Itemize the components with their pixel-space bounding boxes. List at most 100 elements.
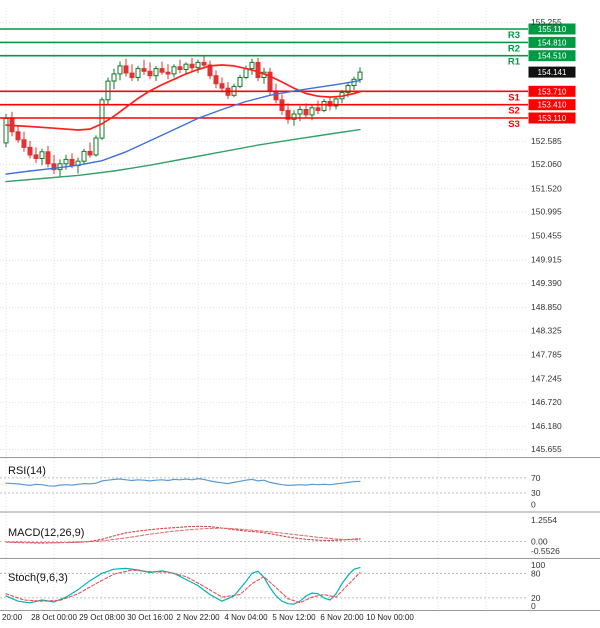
candle xyxy=(123,65,129,74)
candle xyxy=(15,131,21,141)
pivot-price-box-label: 153.410 xyxy=(538,101,567,110)
panel-separators xyxy=(0,457,600,611)
time-label: 20:00 xyxy=(2,613,23,622)
indicator-axis-label: 20 xyxy=(531,593,541,603)
candle xyxy=(303,109,309,116)
rsi-panel-title: RSI(14) xyxy=(8,465,46,477)
candle xyxy=(243,68,249,78)
pivot-price-box xyxy=(528,99,576,111)
pivot-label: S2 xyxy=(508,106,520,117)
price-tick-label: 147.785 xyxy=(531,350,562,360)
price-tick-label: 152.585 xyxy=(531,136,562,146)
price-tick-label: 152.060 xyxy=(531,159,562,169)
candle xyxy=(297,109,303,115)
pivot-lines-layer: R3 R2 R1 S1 S2 S3 xyxy=(0,28,528,130)
price-tick-label: 146.720 xyxy=(531,397,562,407)
pivot-label: S1 xyxy=(508,92,520,103)
candle xyxy=(135,68,141,78)
stoch-panel-title: Stoch(9,6,3) xyxy=(8,572,68,584)
candle xyxy=(357,71,363,80)
macd-panel-title: MACD(12,26,9) xyxy=(8,527,84,539)
pivot-price-box-label: 153.110 xyxy=(538,114,567,123)
candle xyxy=(51,163,57,171)
moving-averages xyxy=(5,64,361,183)
candle xyxy=(87,150,93,156)
price-tick-label: 150.995 xyxy=(531,207,562,217)
pivot-label: R2 xyxy=(508,43,520,54)
indicator-axis-label: 80 xyxy=(531,568,541,578)
candle xyxy=(255,61,261,79)
price-tick-label: 150.455 xyxy=(531,231,562,241)
pivot-label: R3 xyxy=(508,30,520,41)
price-tick-label: 149.390 xyxy=(531,278,562,288)
pivot-price-box xyxy=(528,23,576,35)
pivot-price-box-label: 154.510 xyxy=(538,52,567,61)
candle xyxy=(105,80,111,101)
candle xyxy=(189,63,195,69)
candle xyxy=(129,72,135,78)
candle xyxy=(249,61,255,70)
indicator-axis-label: 0 xyxy=(531,601,536,611)
candle xyxy=(309,107,315,116)
candle xyxy=(327,101,333,107)
price-tick-label: 146.180 xyxy=(531,421,562,431)
candle xyxy=(33,154,39,159)
candle xyxy=(141,68,147,72)
candle xyxy=(321,101,327,111)
pivot-price-box xyxy=(528,50,576,62)
candle xyxy=(27,146,33,156)
pivot-price-box xyxy=(528,85,576,97)
candle xyxy=(195,61,201,69)
ma-slow-line xyxy=(5,128,361,183)
rsi-line xyxy=(5,478,361,487)
grid-layer xyxy=(0,8,528,609)
candle xyxy=(111,73,117,82)
stoch-d-line xyxy=(5,569,361,604)
candle xyxy=(207,64,213,77)
pivot-label: R1 xyxy=(508,57,521,68)
candle xyxy=(201,61,207,66)
candle xyxy=(177,66,183,71)
time-label: 10 Nov 00:00 xyxy=(366,613,414,622)
pivot-price-box xyxy=(528,36,576,48)
price-tick-label: 147.245 xyxy=(531,374,562,384)
pivot-price-box-label: 155.110 xyxy=(538,25,567,34)
time-label: 5 Nov 12:00 xyxy=(272,613,316,622)
time-label: 2 Nov 22:00 xyxy=(176,613,220,622)
indicator-axis-label: 0.00 xyxy=(531,536,548,546)
price-tick-label: 151.520 xyxy=(531,183,562,193)
pivot-price-box-label: 154.810 xyxy=(538,38,567,47)
candle xyxy=(63,158,69,165)
indicator-axis-label: -0.5526 xyxy=(531,546,560,556)
candle xyxy=(93,137,99,156)
candle xyxy=(39,151,45,160)
candle xyxy=(21,139,27,148)
candle xyxy=(69,158,75,167)
macd-signal-line xyxy=(5,527,361,544)
pivot-price-box-label: 153.710 xyxy=(538,87,567,96)
current-price-box xyxy=(528,66,576,78)
candle xyxy=(117,65,123,75)
time-label: 29 Oct 08:00 xyxy=(79,613,125,622)
time-label: 4 Nov 04:00 xyxy=(224,613,268,622)
time-label: 28 Oct 00:00 xyxy=(31,613,77,622)
candle xyxy=(171,66,177,75)
candle xyxy=(99,99,105,139)
current-price-label: 154.141 xyxy=(538,68,567,77)
price-tick-label: 149.915 xyxy=(531,255,562,265)
price-tick-label: 155.255 xyxy=(531,17,562,27)
candle xyxy=(81,150,87,162)
ma-fast-line xyxy=(5,64,361,131)
candle xyxy=(183,63,189,70)
ma-mid-line xyxy=(5,79,361,175)
price-tick-label: 148.325 xyxy=(531,325,562,335)
candle xyxy=(285,109,291,120)
candle xyxy=(147,70,153,77)
candle xyxy=(45,151,51,165)
time-label: 30 Oct 16:00 xyxy=(127,613,173,622)
time-axis: 20:00 28 Oct 00:00 29 Oct 08:00 30 Oct 16:0… xyxy=(2,613,414,622)
candle xyxy=(213,75,219,85)
